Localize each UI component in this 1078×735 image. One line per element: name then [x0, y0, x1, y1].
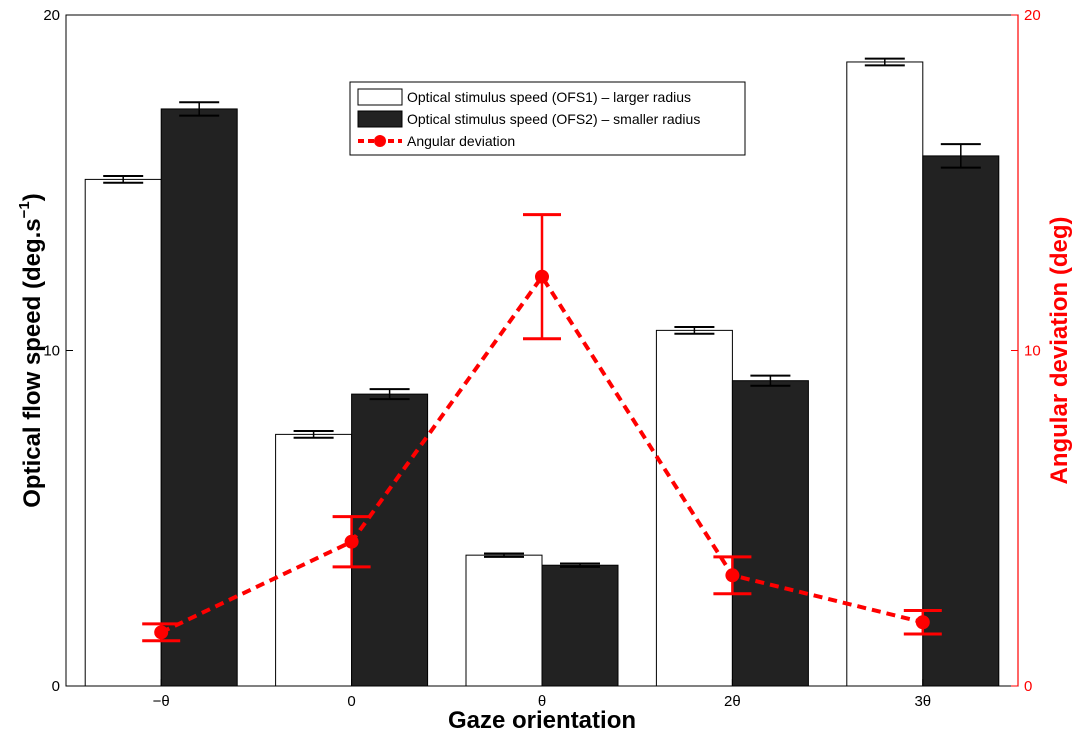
legend-label-ofs2: Optical stimulus speed (OFS2) – smaller … — [407, 111, 700, 127]
legend-swatch-ofs1 — [357, 88, 403, 106]
bar-s2-4 — [922, 155, 1000, 687]
legend-marker-angular — [374, 135, 386, 147]
bars-layer — [84, 57, 1000, 687]
x-axis-title: Gaze orientation — [448, 707, 636, 734]
bar-s1-0 — [84, 178, 162, 687]
bar-s2-2 — [541, 564, 619, 687]
bar-s1-3 — [655, 329, 733, 687]
angular-point-1 — [344, 534, 359, 549]
angular-point-0 — [154, 625, 169, 640]
bar-s1-4 — [846, 61, 924, 687]
legend: Optical stimulus speed (OFS1) – larger r… — [349, 81, 746, 156]
legend-label-angular: Angular deviation — [407, 133, 515, 149]
angular-point-4 — [915, 615, 930, 630]
x-tick-label-3: 2θ — [724, 693, 741, 710]
x-tick-label-2: θ — [538, 693, 546, 710]
y-tick-label-1: 10 — [43, 343, 60, 360]
legend-label-ofs1: Optical stimulus speed (OFS1) – larger r… — [407, 89, 691, 105]
y-axis-title-exponent: −1 — [16, 201, 33, 218]
bar-s2-3 — [731, 380, 809, 687]
angular-point-3 — [725, 568, 740, 583]
y-tick-label-0: 0 — [52, 678, 60, 695]
line-layer — [142, 213, 942, 643]
y2-tick-label-1: 10 — [1024, 343, 1041, 360]
bar-s1-2 — [465, 554, 543, 687]
y-axis-title: Optical flow speed (deg.s−1) — [16, 193, 46, 508]
y-axis-title-main: Optical flow speed (deg.s — [19, 218, 46, 507]
legend-box — [349, 81, 746, 156]
x-tick-label-1: 0 — [347, 693, 355, 710]
angular-deviation-line — [160, 273, 924, 635]
legend-swatch-ofs2 — [357, 110, 403, 128]
y-tick-label-2: 20 — [43, 7, 60, 24]
y2-tick-label-2: 20 — [1024, 7, 1041, 24]
y-axis-title-close: ) — [19, 193, 46, 201]
ticks-layer: 0 10 20 0 10 20 −θ 0 θ 2θ 3θ — [43, 7, 1040, 710]
x-tick-label-0: −θ — [153, 693, 170, 710]
angular-point-2 — [535, 269, 549, 284]
bar-s2-1 — [351, 393, 429, 687]
x-tick-label-4: 3θ — [914, 693, 931, 710]
y2-tick-label-0: 0 — [1024, 678, 1032, 695]
y2-axis-title: Angular deviation (deg) — [1046, 216, 1073, 484]
bar-s2-0 — [160, 108, 238, 687]
